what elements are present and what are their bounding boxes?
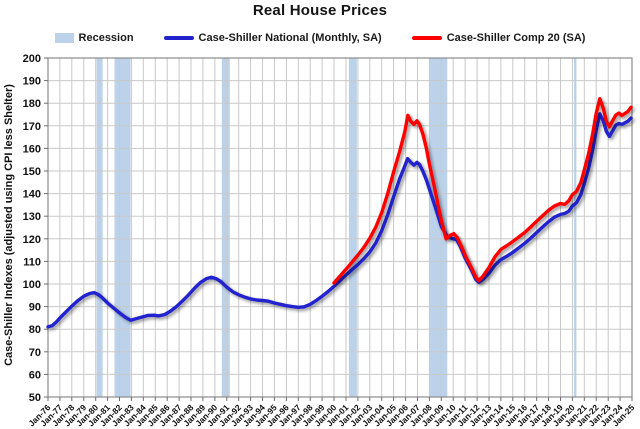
national-line-swatch — [163, 36, 194, 40]
recession-band — [429, 58, 448, 397]
y-tick-label: 100 — [23, 279, 41, 291]
recession-band — [574, 58, 577, 397]
y-tick-label: 50 — [29, 392, 41, 404]
legend-item-national: Case-Shiller National (Monthly, SA) — [163, 32, 382, 44]
y-tick-label: 120 — [23, 234, 41, 246]
legend-label-recession: Recession — [78, 32, 134, 44]
recession-band — [96, 58, 103, 397]
legend-item-comp20: Case-Shiller Comp 20 (SA) — [411, 32, 586, 44]
y-tick-label: 60 — [29, 369, 41, 381]
y-tick-label: 150 — [23, 166, 41, 178]
y-tick-label: 170 — [23, 121, 41, 133]
series-line — [46, 112, 633, 329]
y-tick-label: 70 — [29, 347, 41, 359]
y-tick-label: 90 — [29, 302, 41, 314]
y-tick-label: 80 — [29, 324, 41, 336]
series-line — [332, 96, 633, 285]
y-tick-label: 130 — [23, 211, 41, 223]
y-tick-label: 200 — [23, 53, 41, 65]
chart-title: Real House Prices — [252, 2, 388, 19]
recession-band — [348, 58, 357, 397]
y-tick-label: 110 — [23, 256, 41, 268]
comp20-line-swatch — [411, 36, 442, 40]
legend-item-recession: Recession — [54, 32, 134, 44]
legend-label-national: Case-Shiller National (Monthly, SA) — [198, 32, 382, 44]
y-tick-label: 140 — [23, 189, 41, 201]
y-tick-label: 190 — [23, 76, 41, 88]
recession-band — [114, 58, 131, 397]
legend-label-comp20: Case-Shiller Comp 20 (SA) — [446, 32, 586, 44]
y-tick-label: 180 — [23, 98, 41, 110]
recession-swatch — [54, 33, 74, 43]
chart-legend: Recession Case-Shiller National (Monthly… — [0, 29, 640, 47]
y-axis-title: Case-Shiller Indexes (adjusted using CPI… — [3, 84, 15, 366]
recession-band — [221, 58, 230, 397]
y-tick-label: 160 — [23, 143, 41, 155]
